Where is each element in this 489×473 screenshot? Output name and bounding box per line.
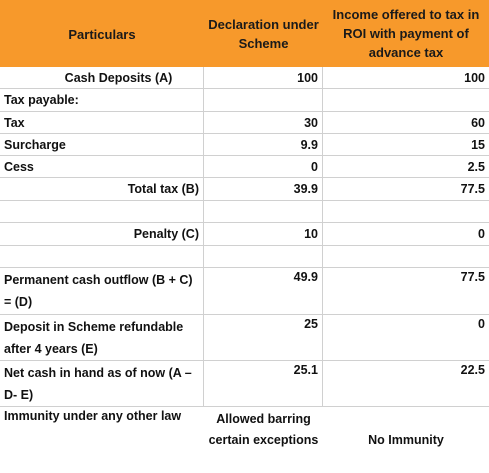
table-header: Particulars Declaration under Scheme Inc… [0, 0, 489, 67]
row-label: Permanent cash outflow (B + C) = (D) [0, 268, 204, 314]
table-row: Penalty (C) 10 0 [0, 223, 489, 246]
table-row: Tax payable: [0, 89, 489, 112]
table-row: Cash Deposits (A) 100 100 [0, 67, 489, 89]
row-value-declaration: 25.1 [204, 361, 323, 406]
row-label: Surcharge [0, 134, 204, 155]
row-value-income: No Immunity [368, 433, 444, 447]
row-label: Tax [0, 112, 204, 133]
header-particulars: Particulars [68, 27, 136, 42]
table-row: Immunity under any other law Allowed bar… [0, 407, 489, 473]
table-row: Deposit in Scheme refundable after 4 yea… [0, 315, 489, 361]
table-row: Net cash in hand as of now (A – D- E) 25… [0, 361, 489, 407]
row-label: Immunity under any other law [4, 409, 182, 423]
row-value-income: 100 [464, 70, 485, 85]
row-value-income: 77.5 [460, 182, 485, 196]
table-row-empty [0, 246, 489, 268]
row-value-income: 2.5 [467, 159, 485, 174]
row-label: Net cash in hand as of now (A – D- E) [0, 361, 204, 406]
empty-cell [204, 201, 323, 222]
table-row-empty [0, 201, 489, 223]
table-row: Permanent cash outflow (B + C) = (D) 49.… [0, 268, 489, 315]
empty-cell [0, 201, 204, 222]
row-value-income: 0 [478, 317, 485, 331]
row-value-declaration: 10 [204, 223, 323, 245]
empty-cell [0, 246, 204, 267]
row-label: Cash Deposits (A) [0, 67, 204, 88]
row-label: Total tax (B) [0, 178, 204, 200]
row-value-income: 22.5 [460, 363, 485, 377]
row-label: Cess [0, 156, 204, 177]
row-value-income: 15 [471, 137, 485, 152]
row-value-income: 0 [478, 227, 485, 241]
empty-cell [204, 246, 323, 267]
row-value-declaration [204, 89, 323, 111]
table-row: Cess 0 2.5 [0, 156, 489, 178]
row-value-declaration: 30 [204, 112, 323, 133]
empty-cell [323, 246, 489, 267]
row-label: Deposit in Scheme refundable after 4 yea… [0, 315, 204, 360]
header-income-offered: Income offered to tax in ROI with paymen… [332, 7, 480, 60]
table-row: Total tax (B) 39.9 77.5 [0, 178, 489, 201]
header-declaration: Declaration under Scheme [208, 16, 319, 51]
table-row: Tax 30 60 [0, 112, 489, 134]
row-value-declaration: Allowed barring certain exceptions [208, 412, 319, 447]
row-value-declaration: 39.9 [204, 178, 323, 200]
row-value-declaration: 100 [204, 67, 323, 88]
row-value-declaration: 25 [204, 315, 323, 360]
row-value-declaration: 49.9 [204, 268, 323, 314]
row-value-declaration: 0 [204, 156, 323, 177]
row-label: Penalty (C) [0, 223, 204, 245]
empty-cell [323, 201, 489, 222]
table-row: Surcharge 9.9 15 [0, 134, 489, 156]
row-value-income: 60 [471, 115, 485, 130]
row-value-income [323, 89, 489, 111]
row-value-income: 77.5 [460, 270, 485, 284]
row-label: Tax payable: [0, 89, 204, 111]
row-value-declaration: 9.9 [204, 134, 323, 155]
